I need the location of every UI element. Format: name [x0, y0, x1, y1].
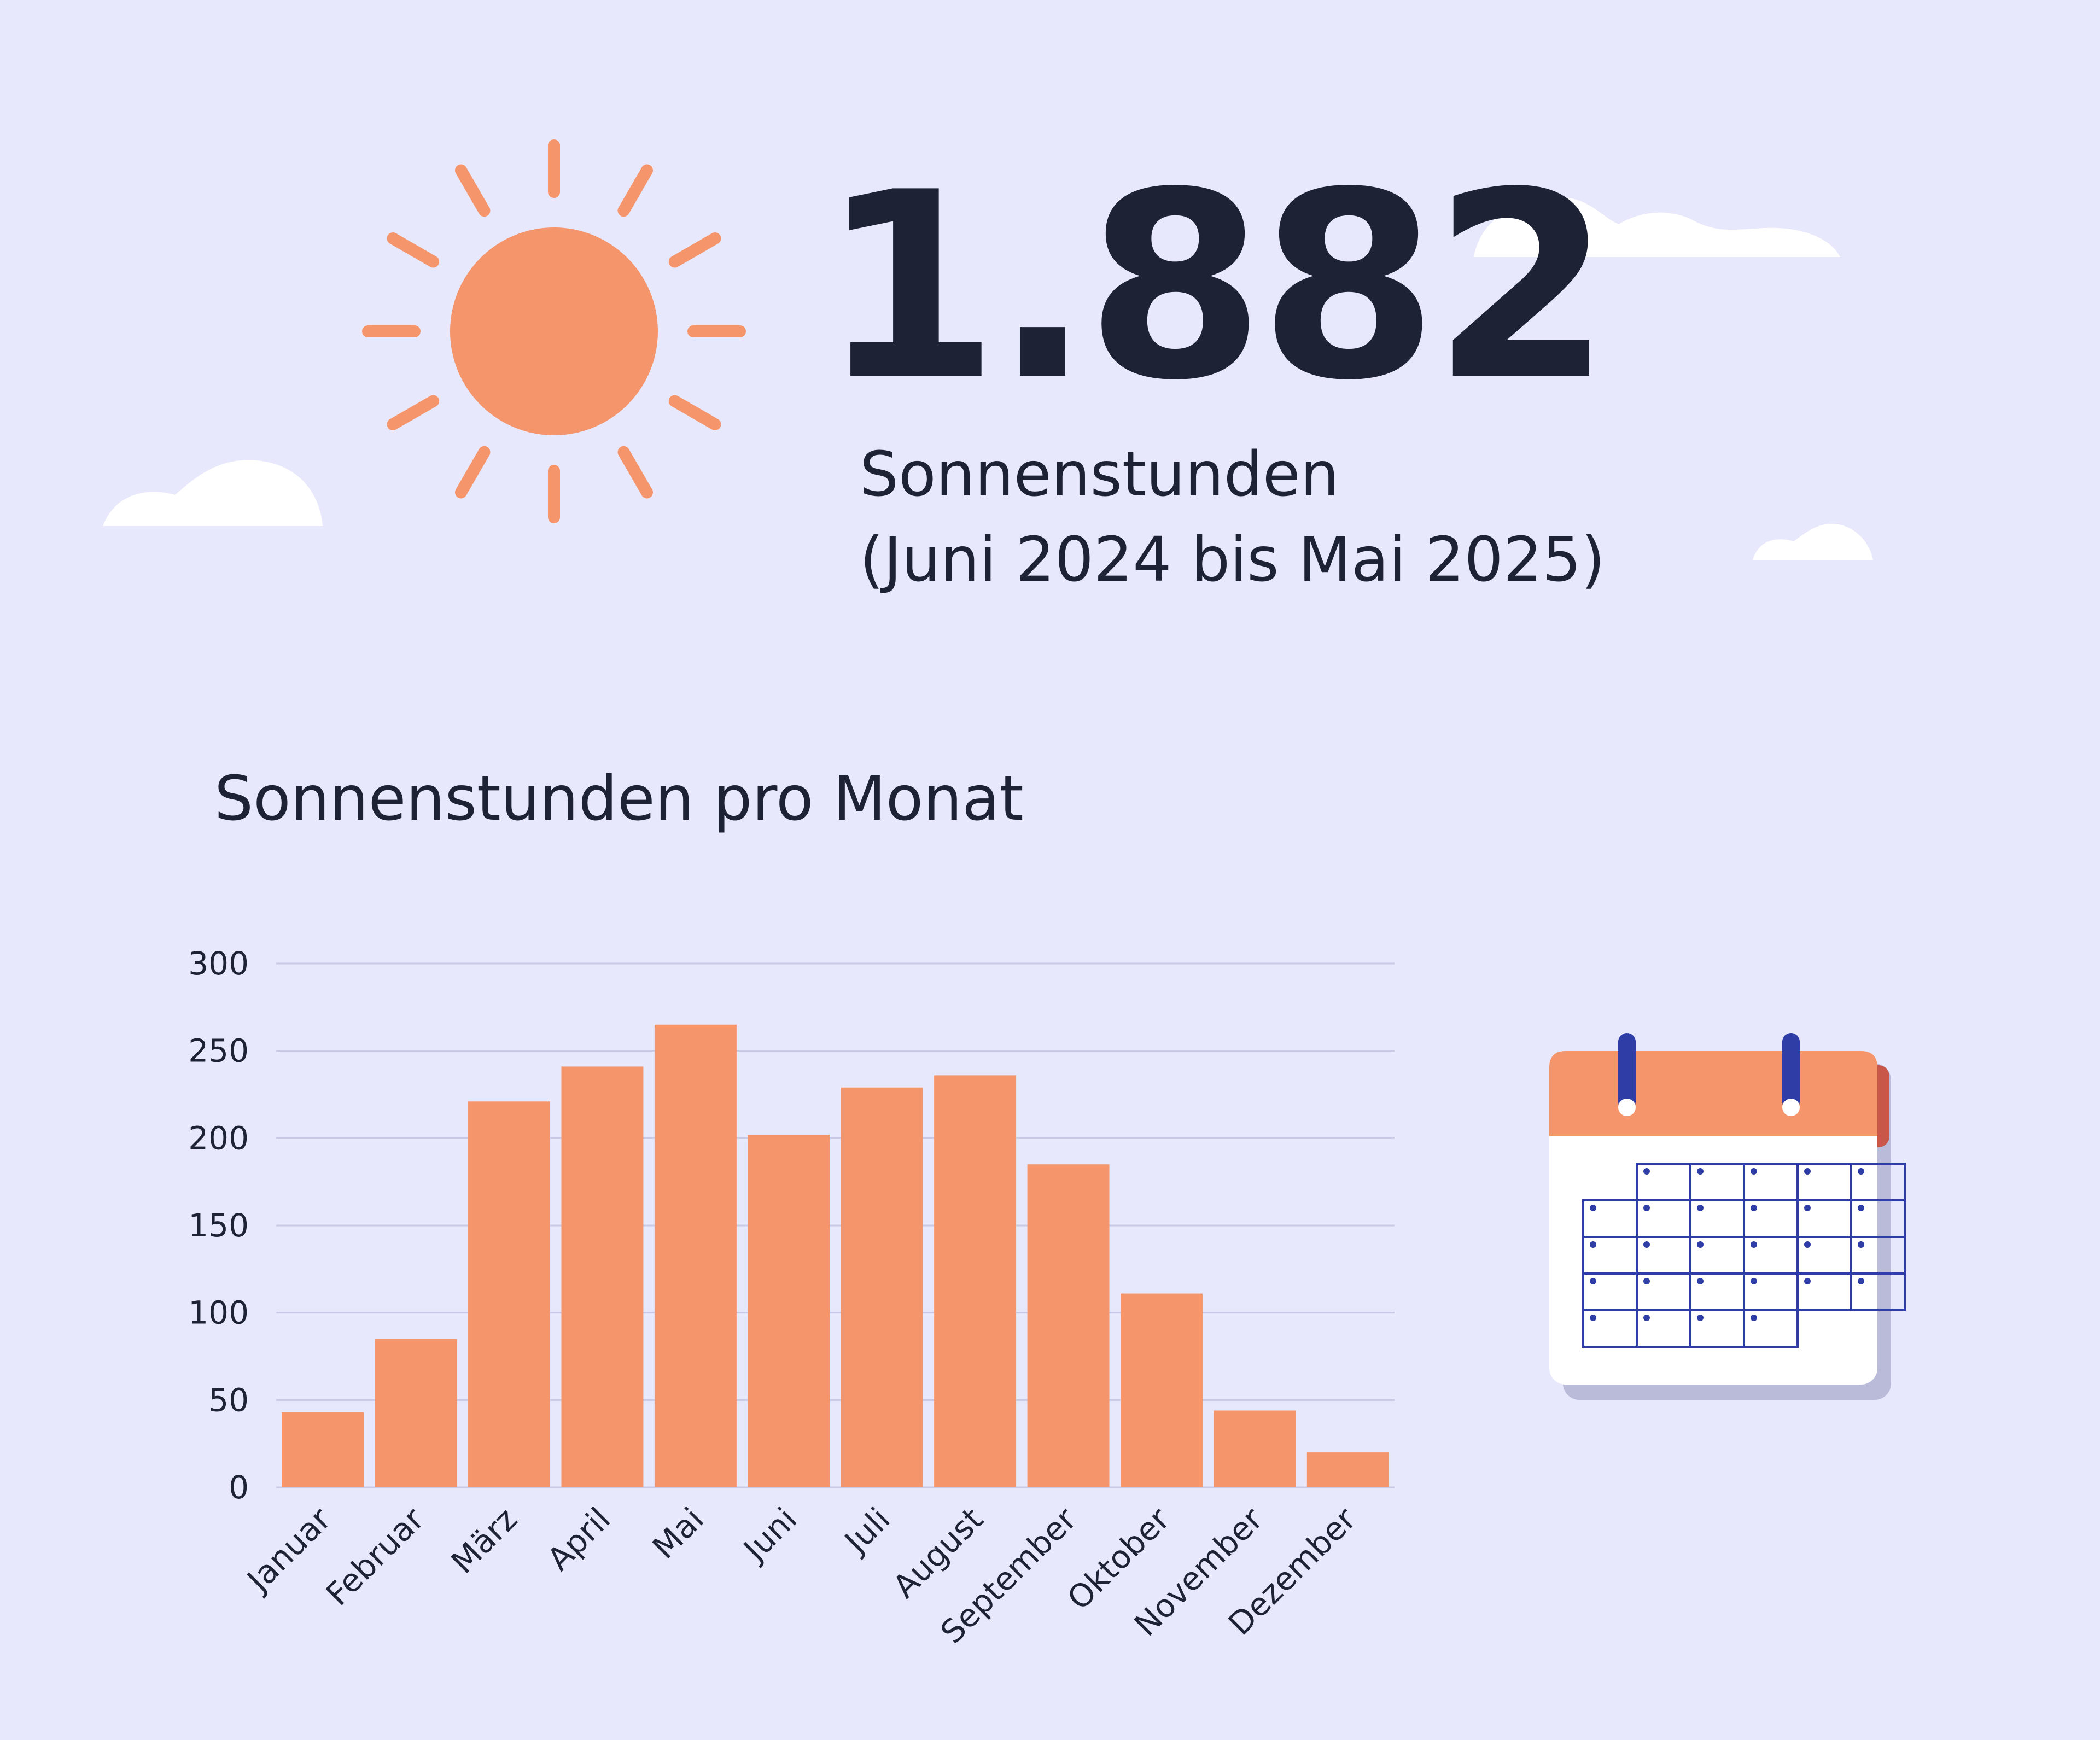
sun-ray — [617, 446, 653, 499]
y-tick-label: 300 — [188, 945, 249, 982]
bar — [654, 1024, 737, 1487]
cloud-icon — [1474, 196, 1840, 257]
bar — [1027, 1164, 1110, 1487]
x-tick-label: Juni — [736, 1500, 804, 1569]
y-tick-label: 150 — [188, 1207, 249, 1244]
bar — [1214, 1410, 1296, 1487]
cloud-icon — [1753, 523, 1873, 560]
sun-ray — [668, 395, 721, 430]
sun-ray — [387, 395, 440, 430]
x-tick-label: Mai — [645, 1500, 711, 1566]
cloud-icon — [103, 460, 323, 526]
sun-ray — [387, 232, 440, 268]
bar — [841, 1087, 923, 1487]
x-tick-label: April — [540, 1500, 618, 1578]
chart-title: Sonnenstunden pro Monat — [214, 763, 1024, 834]
x-tick-label: Februar — [319, 1500, 431, 1613]
sun-ray — [668, 232, 721, 268]
sun-ray — [617, 164, 653, 217]
hero-label: Sonnenstunden — [860, 439, 1339, 510]
x-tick-label: März — [444, 1500, 524, 1581]
sun-icon — [362, 139, 746, 523]
y-tick-label: 50 — [208, 1381, 249, 1418]
x-tick-label: Juli — [837, 1500, 897, 1561]
hero-period: (Juni 2024 bis Mai 2025) — [860, 524, 1605, 595]
y-tick-label: 250 — [188, 1032, 249, 1070]
bar — [561, 1066, 644, 1487]
sun-ray — [455, 164, 491, 217]
bar — [282, 1412, 364, 1487]
y-tick-label: 200 — [188, 1119, 249, 1157]
y-tick-label: 100 — [188, 1294, 249, 1332]
sun-ray — [455, 446, 491, 499]
bar — [375, 1339, 457, 1487]
bar — [1306, 1452, 1389, 1487]
y-tick-label: 0 — [229, 1469, 249, 1506]
bar — [1120, 1293, 1203, 1487]
bar — [934, 1075, 1017, 1487]
total-sunshine-hours: 1.882 — [820, 137, 1612, 436]
bar — [748, 1134, 830, 1487]
bar — [468, 1101, 551, 1487]
calendar-icon — [1549, 1033, 1906, 1400]
